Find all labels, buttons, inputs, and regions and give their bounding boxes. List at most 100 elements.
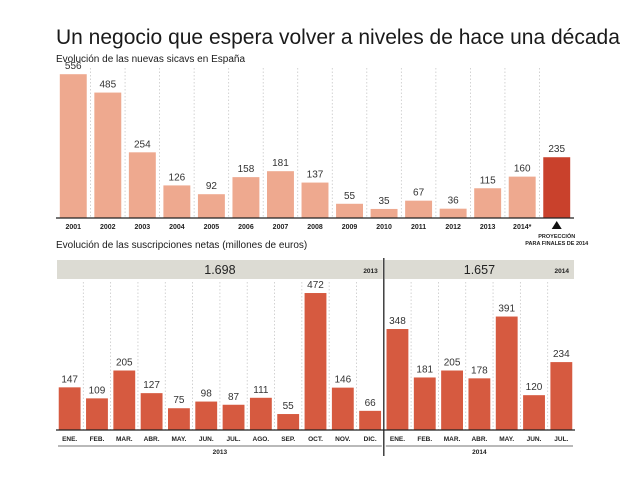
chart2-tick-label: JUL. <box>227 436 241 443</box>
chart2-tick-label: ABR. <box>471 436 487 443</box>
chart2-tick-label: OCT. <box>308 436 323 443</box>
chart2-tick-label: DIC. <box>364 436 377 443</box>
chart1-data-label: 485 <box>99 80 116 91</box>
projection-arrow-icon <box>551 221 562 229</box>
chart1-bar <box>59 74 87 218</box>
chart2-bar <box>495 316 518 430</box>
chart1-subtitle: Evolución de las nuevas sicavs en España <box>56 54 246 65</box>
chart1-data-label: 55 <box>344 191 356 202</box>
chart2-tick-label: MAR. <box>116 436 133 443</box>
chart1-data-label: 235 <box>548 144 565 155</box>
chart2-data-label: 178 <box>471 365 488 376</box>
chart1-bar <box>336 203 364 218</box>
chart2-tick-label: JUN. <box>199 436 214 443</box>
chart2-data-label: 111 <box>253 385 269 396</box>
chart2-bar <box>86 398 108 430</box>
chart2-tick-label: AGO. <box>253 436 270 443</box>
chart1-data-label: 160 <box>514 164 531 175</box>
chart2-bar <box>523 395 545 430</box>
chart2-bar <box>359 410 382 430</box>
chart1-tick-label: 2008 <box>307 224 323 231</box>
chart2-tick-label: MAR. <box>444 436 461 443</box>
chart2-total-year: 2013 <box>363 268 378 275</box>
chart2-tick-label: FEB. <box>417 436 432 443</box>
chart1-bar <box>370 208 398 218</box>
chart2-tick-label: ENE. <box>62 436 77 443</box>
chart1-data-label: 115 <box>480 175 496 186</box>
chart1-tick-label: 2012 <box>445 224 461 231</box>
chart1-tick-label: 2013 <box>480 224 496 231</box>
chart1-data-label: 67 <box>413 188 425 199</box>
chart2-tick-label: SEP. <box>281 436 295 443</box>
chart2-bar <box>277 414 300 430</box>
chart2-bar <box>331 387 354 430</box>
chart2-data-label: 391 <box>498 304 515 315</box>
chart2-bar <box>413 377 436 430</box>
chart2-data-label: 181 <box>416 364 433 375</box>
chart1-data-label: 35 <box>379 196 391 207</box>
chart1-data-label: 36 <box>448 196 460 207</box>
chart1-bar <box>266 171 294 218</box>
chart1-tick-label: 2001 <box>65 224 81 231</box>
chart1-tick-label: 2005 <box>204 224 220 231</box>
chart2-bar <box>140 393 163 430</box>
chart2-tick-label: ENE. <box>390 436 405 443</box>
chart1-bar <box>543 157 571 218</box>
chart2-bar <box>222 404 245 430</box>
chart2-data-label: 205 <box>116 358 133 369</box>
chart2-year-label: 2014 <box>472 449 487 456</box>
projection-note-line2: PARA FINALES DE 2014 <box>525 241 589 247</box>
chart1-data-label: 254 <box>134 139 151 150</box>
chart2-data-label: 120 <box>526 382 543 393</box>
chart2-bar <box>441 370 464 430</box>
projection-note-line1: PROYECCIÓN <box>538 232 575 240</box>
chart2-data-label: 66 <box>365 398 377 409</box>
chart2-tick-label: FEB. <box>90 436 105 443</box>
chart1-tick-label: 2011 <box>411 224 426 231</box>
chart2-bar <box>249 397 272 430</box>
chart1-bar <box>405 200 433 218</box>
chart1-bar <box>128 152 156 218</box>
chart2-data-label: 75 <box>173 395 185 406</box>
chart1-data-label: 126 <box>169 172 186 183</box>
chart2-data-label: 87 <box>228 392 240 403</box>
chart2-year-label: 2013 <box>213 449 228 456</box>
chart1-bar <box>163 185 191 218</box>
chart1-tick-label: 2014* <box>513 224 532 231</box>
chart1-bar <box>439 208 467 218</box>
chart2-data-label: 472 <box>307 280 324 291</box>
chart1-bar <box>301 182 329 218</box>
chart1-bar <box>94 92 122 218</box>
chart2-data-label: 98 <box>201 389 213 400</box>
chart1-tick-label: 2002 <box>100 224 116 231</box>
chart2-bar <box>468 378 491 430</box>
chart2-bar <box>167 408 190 430</box>
chart2-total-band <box>57 260 383 279</box>
chart1-tick-label: 2003 <box>135 224 151 231</box>
chart2-subtitle: Evolución de las suscripciones netas (mi… <box>56 240 308 251</box>
chart2-bar <box>113 370 136 430</box>
chart2-data-label: 205 <box>444 358 461 369</box>
chart2-bar <box>550 362 573 430</box>
chart2-tick-label: MAY. <box>171 436 186 443</box>
chart2-data-label: 234 <box>553 349 570 360</box>
chart2-tick-label: NOV. <box>335 436 350 443</box>
chart1-tick-label: 2009 <box>342 224 358 231</box>
chart2-tick-label: MAY. <box>499 436 514 443</box>
chart2-data-label: 146 <box>334 375 351 386</box>
chart1-bar <box>508 176 536 218</box>
chart2-bar <box>386 329 409 430</box>
chart2-total-year: 2014 <box>555 268 570 275</box>
chart1-data-label: 92 <box>206 181 218 192</box>
chart2-total-value: 1.657 <box>464 263 495 277</box>
chart2-total-value: 1.698 <box>204 263 235 277</box>
chart2-data-label: 348 <box>389 316 406 327</box>
chart1-data-label: 181 <box>272 158 289 169</box>
chart1-tick-label: 2010 <box>376 224 392 231</box>
chart1-data-label: 158 <box>238 164 255 175</box>
chart1-data-label: 556 <box>65 61 82 72</box>
chart1-tick-label: 2007 <box>273 224 289 231</box>
chart2-tick-label: JUL. <box>554 436 568 443</box>
chart1-bar <box>474 188 502 218</box>
